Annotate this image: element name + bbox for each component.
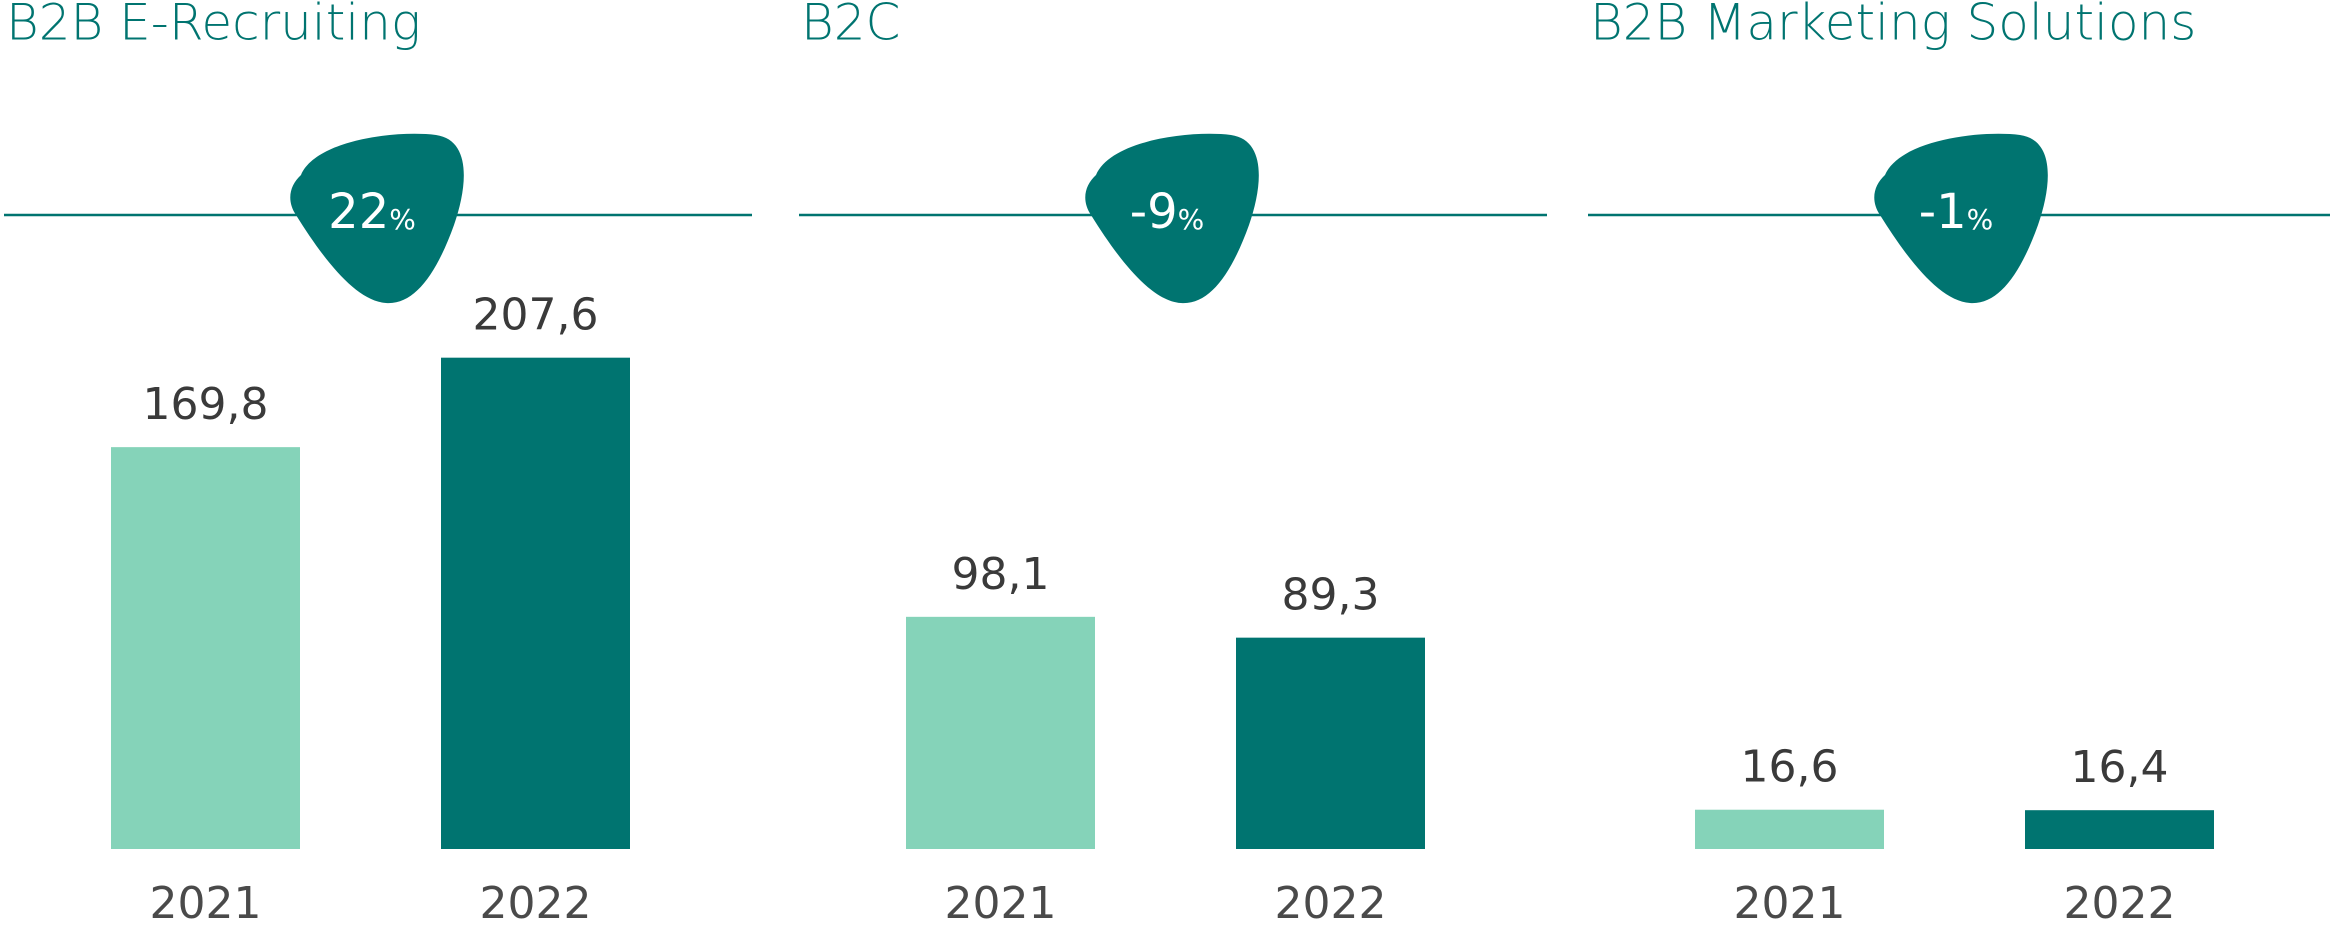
change-value: -9 [1130,184,1178,240]
value-label: 98,1 [952,549,1050,600]
panel-title: B2B E-Recruiting [6,0,421,52]
x-tick-label: 2022 [480,878,592,929]
x-tick-label: 2022 [2064,878,2176,929]
change-label: 22% [328,184,416,240]
panel: B2B E-Recruiting 22% 169,8 2021 207,6 2022 [4,0,752,929]
value-label: 16,4 [2071,742,2169,793]
change-badge [290,133,464,304]
bar [441,357,630,849]
change-label: -9% [1130,184,1204,240]
value-label: 89,3 [1282,570,1380,621]
change-badge [1874,133,2048,304]
bar [1236,637,1425,849]
change-unit: % [389,203,416,236]
x-tick-label: 2021 [945,878,1057,929]
x-tick-label: 2021 [150,878,262,929]
panel-title: B2B Marketing Solutions [1590,0,2196,52]
bar [906,616,1095,849]
panel: B2C -9% 98,1 2021 89,3 2022 [799,0,1547,929]
x-tick-label: 2021 [1734,878,1846,929]
value-label: 16,6 [1741,742,1839,793]
value-label: 169,8 [143,379,269,430]
change-value: -1 [1919,184,1967,240]
value-label: 207,6 [473,290,599,341]
change-value: 22 [328,184,389,240]
panel-title: B2C [801,0,900,52]
bar [2025,810,2214,849]
change-unit: % [1967,203,1994,236]
x-tick-label: 2022 [1275,878,1387,929]
change-label: -1% [1919,184,1993,240]
change-badge [1085,133,1259,304]
panel: B2B Marketing Solutions -1% 16,6 2021 16,4 20… [1588,0,2330,929]
bar [1695,809,1884,849]
change-unit: % [1178,203,1205,236]
bar [111,447,300,849]
